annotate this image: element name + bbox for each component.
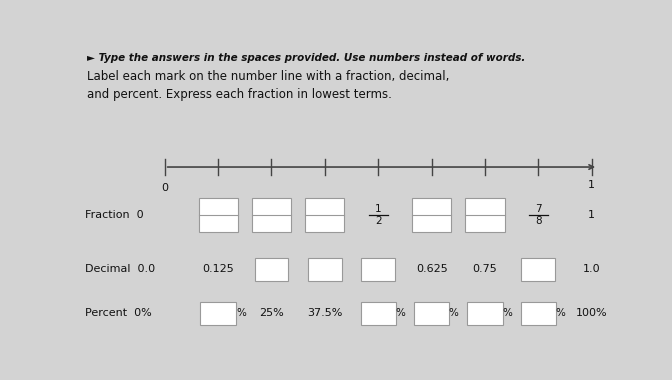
Text: ► Type the answers in the spaces provided. Use numbers instead of words.: ► Type the answers in the spaces provide… bbox=[87, 53, 525, 63]
Text: 2: 2 bbox=[375, 216, 382, 226]
Bar bbox=[255, 258, 288, 281]
Text: Label each mark on the number line with a fraction, decimal,: Label each mark on the number line with … bbox=[87, 70, 449, 84]
Bar bbox=[361, 302, 396, 325]
Bar bbox=[521, 302, 556, 325]
Bar bbox=[200, 302, 236, 325]
Bar bbox=[362, 258, 395, 281]
Text: and percent. Express each fraction in lowest terms.: and percent. Express each fraction in lo… bbox=[87, 88, 392, 101]
Text: Percent  0%: Percent 0% bbox=[85, 308, 152, 318]
Text: 25%: 25% bbox=[259, 308, 284, 318]
Text: 0.125: 0.125 bbox=[202, 264, 234, 274]
Text: 8: 8 bbox=[535, 216, 542, 226]
Text: 1: 1 bbox=[588, 180, 595, 190]
Bar bbox=[466, 198, 505, 232]
Text: 1.0: 1.0 bbox=[583, 264, 601, 274]
Text: 0.625: 0.625 bbox=[416, 264, 448, 274]
Text: Fraction  0: Fraction 0 bbox=[85, 210, 144, 220]
Text: %: % bbox=[502, 308, 512, 318]
Bar bbox=[414, 302, 450, 325]
Bar bbox=[467, 302, 503, 325]
Text: 0.75: 0.75 bbox=[472, 264, 497, 274]
Text: 1: 1 bbox=[375, 204, 382, 214]
Text: 7: 7 bbox=[535, 204, 542, 214]
Bar bbox=[199, 198, 238, 232]
Text: %: % bbox=[449, 308, 458, 318]
Bar bbox=[252, 198, 291, 232]
Text: %: % bbox=[555, 308, 565, 318]
Text: %: % bbox=[395, 308, 405, 318]
Text: Decimal  0.0: Decimal 0.0 bbox=[85, 264, 155, 274]
Text: 1: 1 bbox=[588, 210, 595, 220]
Text: 37.5%: 37.5% bbox=[307, 308, 343, 318]
Text: 0: 0 bbox=[161, 182, 168, 193]
Text: %: % bbox=[236, 308, 246, 318]
Bar bbox=[521, 258, 555, 281]
Text: 100%: 100% bbox=[576, 308, 607, 318]
Bar bbox=[412, 198, 451, 232]
Bar bbox=[308, 258, 342, 281]
Bar bbox=[305, 198, 345, 232]
